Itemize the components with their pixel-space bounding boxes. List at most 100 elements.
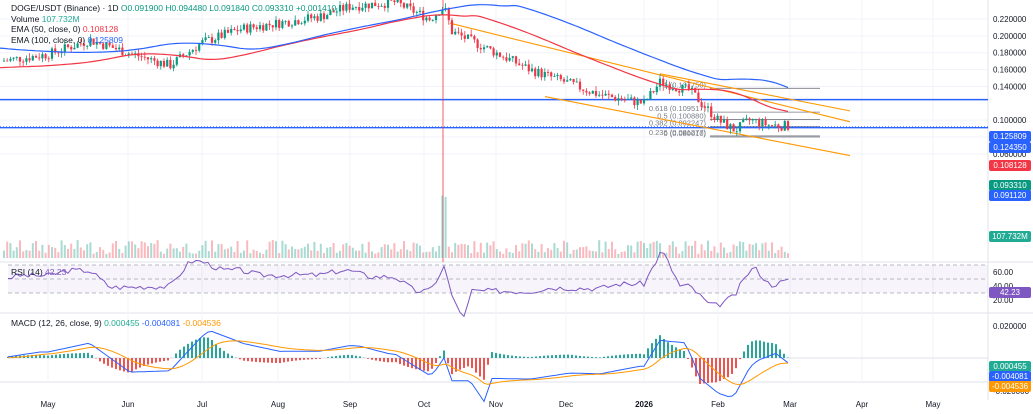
candle-body xyxy=(252,24,255,28)
candle-body xyxy=(425,17,428,21)
volume-bar xyxy=(300,248,303,258)
volume-bar xyxy=(476,252,479,258)
macd-histogram-bar xyxy=(595,357,597,358)
volume-bar xyxy=(745,250,748,258)
volume-bar xyxy=(655,240,658,258)
candle-body xyxy=(364,3,367,8)
macd-histogram-bar xyxy=(543,355,545,358)
candle-body xyxy=(242,24,246,30)
volume-bar xyxy=(633,252,636,258)
volume-bar xyxy=(467,245,469,258)
macd-histogram-bar xyxy=(611,355,613,358)
macd-histogram-bar xyxy=(475,358,477,373)
volume-bar xyxy=(35,241,37,258)
volume-bar xyxy=(454,242,457,258)
macd-histogram-bar xyxy=(523,356,525,358)
macd-histogram-bar xyxy=(559,354,561,358)
candle-body xyxy=(777,124,780,128)
candle-body xyxy=(658,78,662,87)
macd-histogram-bar xyxy=(279,358,281,364)
macd-histogram-bar xyxy=(147,358,149,365)
volume-bar xyxy=(630,245,633,258)
macd-histogram-bar xyxy=(111,358,113,368)
candle-body xyxy=(588,92,591,94)
candle-body xyxy=(422,10,425,21)
trend-channels[interactable] xyxy=(442,0,851,262)
macd-histogram-bar xyxy=(743,351,745,358)
candle-body xyxy=(652,91,655,93)
candle-body xyxy=(751,119,754,121)
volume-bar xyxy=(748,244,751,258)
volume-bar xyxy=(367,241,370,258)
volume-bar xyxy=(358,250,361,258)
volume-bar xyxy=(643,242,645,258)
macd-histogram-bar xyxy=(79,353,81,358)
candle-body xyxy=(735,131,738,133)
horizontal-lines[interactable] xyxy=(0,98,988,129)
volume-bar xyxy=(399,249,402,258)
candle-body xyxy=(204,37,207,41)
candle-body xyxy=(377,6,380,7)
candle-body xyxy=(786,121,790,130)
volume-bar xyxy=(406,249,409,258)
volume-bar xyxy=(118,248,121,258)
volume-bar xyxy=(403,241,405,258)
volume-value: 107.732M xyxy=(41,13,80,24)
candle-body xyxy=(783,121,786,131)
candle-body xyxy=(754,119,758,121)
macd-histogram-bar xyxy=(127,358,129,373)
volume-bar xyxy=(115,240,117,258)
macd-histogram-bar xyxy=(59,354,61,358)
volume-bar xyxy=(383,244,386,258)
volume-bar xyxy=(156,240,159,258)
macd-histogram-bar xyxy=(399,358,401,365)
price-tick-label: 0.100000 xyxy=(993,116,1027,125)
price-axis: 0.220000 0.200000 0.180000 0.160000 0.140000… xyxy=(993,15,1030,396)
macd-histogram-bar xyxy=(539,356,541,358)
macd-histogram-bar xyxy=(511,355,513,358)
candle-body xyxy=(86,45,89,47)
candle-body xyxy=(633,97,636,106)
candle-body xyxy=(79,43,82,45)
volume-bar xyxy=(671,241,674,258)
candle-body xyxy=(370,2,374,9)
price-tag: 107.732M xyxy=(989,231,1031,242)
volume-bar xyxy=(716,252,719,258)
rsi-tick-label: 20.00 xyxy=(993,296,1014,305)
candle-body xyxy=(450,20,454,35)
candle-body xyxy=(418,10,422,13)
candle-body xyxy=(274,20,278,28)
macd-histogram-bar xyxy=(75,353,77,358)
volume-bar xyxy=(294,249,297,258)
macd-histogram-bar xyxy=(195,339,197,358)
volume-bar xyxy=(57,252,60,258)
volume-bar xyxy=(787,253,789,258)
candle-body xyxy=(457,31,460,33)
macd-histogram-bar xyxy=(183,346,185,358)
volume-bar xyxy=(668,245,671,258)
macd-histogram-bar xyxy=(707,358,709,383)
candle-body xyxy=(22,61,25,63)
macd-histogram-bar xyxy=(699,358,701,384)
candle-body xyxy=(140,56,143,58)
candle-body xyxy=(489,46,492,49)
candle-body xyxy=(623,99,626,101)
macd-histogram-bar xyxy=(767,342,769,358)
volume-bar xyxy=(767,250,770,258)
macd-histogram-bar xyxy=(535,356,537,358)
macd-histogram-bar xyxy=(31,354,33,358)
rsi-tick-label: 40.00 xyxy=(993,282,1014,291)
candle-body xyxy=(95,41,98,45)
candle-body xyxy=(758,119,761,127)
volume-bar xyxy=(758,250,761,258)
macd-histogram-bar xyxy=(335,356,337,358)
candle-body xyxy=(265,23,268,31)
volume-bar xyxy=(636,241,639,258)
candle-body xyxy=(50,48,54,59)
candle-body xyxy=(166,59,169,67)
volume-bar xyxy=(726,253,729,258)
volume-bar xyxy=(281,240,284,258)
volume-bar xyxy=(729,251,732,258)
candle-body xyxy=(105,42,108,49)
